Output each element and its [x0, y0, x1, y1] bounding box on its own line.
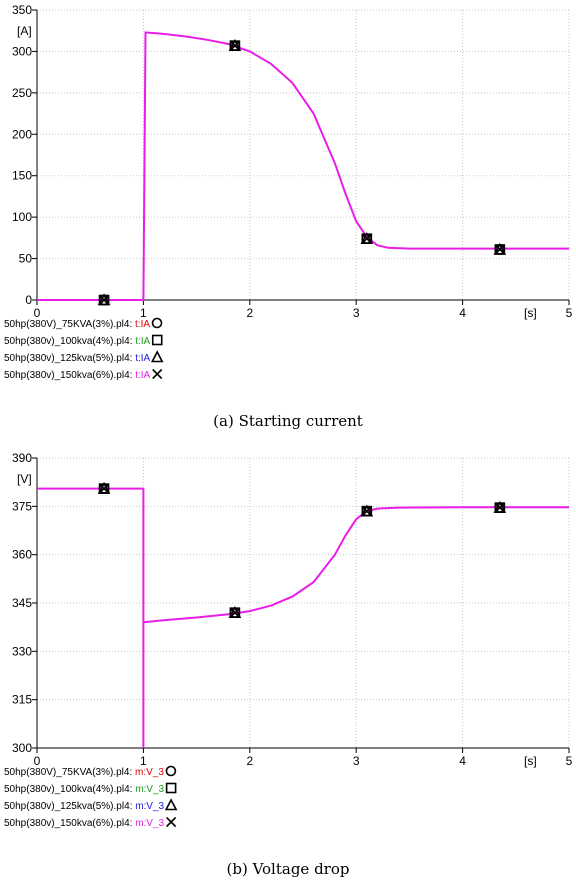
y-tick-label: 390 — [12, 451, 32, 465]
legend-variable: m:V_3 — [135, 801, 164, 812]
legend-marker-circle — [151, 317, 163, 329]
data-point-cross — [98, 294, 110, 306]
series-line — [37, 31, 569, 301]
x-unit-label: [s] — [524, 754, 537, 768]
legend-variable: t:IA — [135, 370, 150, 381]
legend-entry: 50hp(380v)_100kva(4%).pl4: m:V_3 — [4, 784, 165, 795]
x-tick-label: 0 — [34, 306, 41, 320]
y-tick-label: 315 — [12, 693, 32, 707]
data-point-triangle — [97, 293, 111, 306]
data-point-triangle — [97, 481, 111, 494]
y-tick-label: 300 — [12, 741, 32, 755]
legend-variable: m:V_3 — [135, 818, 164, 829]
chart-caption: (b) Voltage drop — [227, 860, 350, 878]
series-line — [37, 487, 569, 748]
y-tick-label: 330 — [12, 644, 32, 658]
data-point-cross — [98, 483, 110, 494]
legend-file: 50hp(380v)_125kva(5%).pl4: — [4, 801, 135, 812]
legend-variable: m:V_3 — [135, 784, 164, 795]
y-tick-label: 100 — [12, 210, 32, 224]
legend-entry: 50hp(380v)_100kva(4%).pl4: t:IA — [4, 336, 151, 347]
x-tick-label: 3 — [353, 306, 360, 320]
y-tick-label: 345 — [12, 596, 32, 610]
x-tick-label: 5 — [566, 306, 573, 320]
marker-group — [360, 504, 374, 517]
data-point-triangle — [360, 231, 374, 244]
marker-group — [493, 242, 507, 255]
marker-group — [97, 481, 111, 494]
legend-variable: t:IA — [135, 353, 150, 364]
legend-file: 50hp(380v)_150kva(6%).pl4: — [4, 370, 135, 381]
y-tick-label: 350 — [12, 3, 32, 17]
legend-marker-square — [165, 782, 177, 794]
legend-marker-triangle — [164, 798, 178, 811]
y-tick-label: 375 — [12, 499, 32, 513]
legend-file: 50hp(380v)_125kva(5%).pl4: — [4, 353, 135, 364]
data-point-cross — [229, 607, 240, 618]
legend-file: 50hp(380v)_100kva(4%).pl4: — [4, 336, 135, 347]
legend-entry: 50hp(380v)_150kva(6%).pl4: t:IA — [4, 370, 151, 381]
data-point-cross — [229, 40, 240, 51]
legend-entry: 50hp(380v)_150kva(6%).pl4: m:V_3 — [4, 818, 165, 829]
chart-caption: (a) Starting current — [213, 412, 363, 430]
y-tick-label: 360 — [12, 548, 32, 562]
x-tick-label: 4 — [459, 306, 466, 320]
legend-entry: 50hp(380V)_75KVA(3%).pl4: t:IA — [4, 319, 150, 330]
data-point-triangle — [493, 242, 507, 255]
y-tick-label: 50 — [19, 252, 33, 266]
legend-variable: t:IA — [135, 319, 150, 330]
legend-marker-cross — [166, 816, 177, 828]
legend-marker-circle — [165, 765, 177, 777]
data-point-cross — [494, 502, 505, 513]
y-tick-label: 150 — [12, 169, 32, 183]
y-tick-label: 200 — [12, 127, 32, 141]
legend-marker-triangle — [150, 350, 164, 363]
data-point-triangle — [228, 605, 242, 618]
data-point-cross — [494, 244, 505, 255]
legend-variable: m:V_3 — [135, 767, 164, 778]
data-point-cross — [361, 506, 372, 517]
x-tick-label: 2 — [246, 754, 253, 768]
x-tick-label: 5 — [566, 754, 573, 768]
marker-group — [493, 500, 507, 513]
legend-file: 50hp(380V)_75KVA(3%).pl4: — [4, 319, 135, 330]
marker-group — [228, 605, 242, 618]
x-tick-label: 4 — [459, 754, 466, 768]
legend-entry: 50hp(380v)_125kva(5%).pl4: t:IA — [4, 353, 151, 364]
legend-file: 50hp(380v)_150kva(6%).pl4: — [4, 818, 135, 829]
data-point-triangle — [228, 38, 242, 51]
y-tick-label: 0 — [25, 293, 32, 307]
x-tick-label: 1 — [140, 754, 147, 768]
legend-marker-cross — [152, 368, 163, 380]
x-unit-label: [s] — [524, 306, 537, 320]
y-tick-label: 300 — [12, 44, 32, 58]
legend-file: 50hp(380V)_75KVA(3%).pl4: — [4, 767, 135, 778]
legend-variable: t:IA — [135, 336, 150, 347]
x-tick-label: 3 — [353, 754, 360, 768]
x-tick-label: 2 — [246, 306, 253, 320]
x-tick-label: 1 — [140, 306, 147, 320]
legend-entry: 50hp(380v)_125kva(5%).pl4: m:V_3 — [4, 801, 165, 812]
legend-entry: 50hp(380V)_75KVA(3%).pl4: m:V_3 — [4, 767, 164, 778]
legend-marker-square — [151, 334, 163, 346]
marker-group — [360, 231, 374, 244]
data-point-cross — [361, 233, 372, 244]
x-tick-label: 0 — [34, 754, 41, 768]
marker-group — [97, 293, 111, 306]
data-point-triangle — [360, 504, 374, 517]
y-unit-label: [V] — [17, 472, 32, 486]
data-point-triangle — [493, 500, 507, 513]
y-tick-label: 250 — [12, 86, 32, 100]
y-unit-label: [A] — [17, 24, 32, 38]
legend-file: 50hp(380v)_100kva(4%).pl4: — [4, 784, 135, 795]
chart-starting-current: 0 1 2 3 4 5050100150200250300350[A][s]50hp(38… — [4, 3, 573, 430]
marker-group — [228, 38, 242, 51]
chart-voltage-drop: 0 1 2 3 4 5300315330345360375390[V][s]50hp(38… — [4, 451, 573, 878]
